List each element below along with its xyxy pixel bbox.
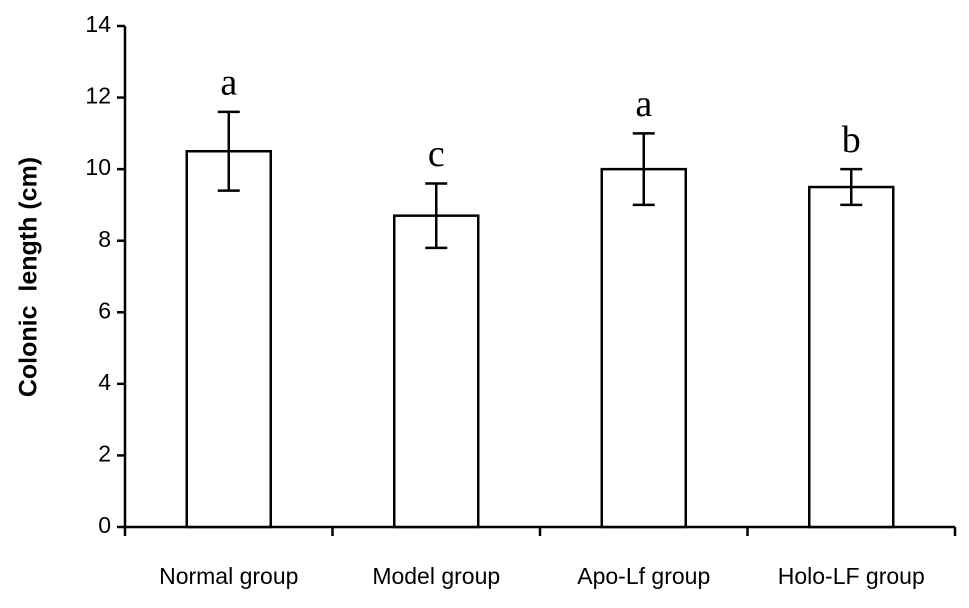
y-tick-label: 4 [98, 369, 111, 395]
y-tick-label: 0 [98, 512, 111, 538]
significance-letter: a [220, 62, 237, 104]
significance-letter: c [428, 133, 445, 175]
y-tick-label: 2 [98, 441, 111, 467]
significance-letter: a [635, 83, 652, 125]
bar [600, 167, 687, 529]
x-tick-label: Holo-LF group [778, 563, 925, 589]
y-axis-label: Colonic length (cm) [15, 157, 43, 397]
y-tick-label: 14 [85, 11, 111, 37]
y-tick-label: 8 [98, 226, 111, 252]
x-tick-label: Apo-Lf group [577, 563, 710, 589]
bar [393, 214, 480, 529]
y-tick-label: 6 [98, 297, 111, 323]
y-tick-label: 12 [85, 83, 111, 109]
x-tick-label: Model group [372, 563, 500, 589]
significance-letter: b [842, 119, 861, 161]
y-tick-label: 10 [85, 154, 111, 180]
bar [185, 150, 272, 529]
x-tick-label: Normal group [159, 563, 298, 589]
bar [808, 185, 895, 529]
